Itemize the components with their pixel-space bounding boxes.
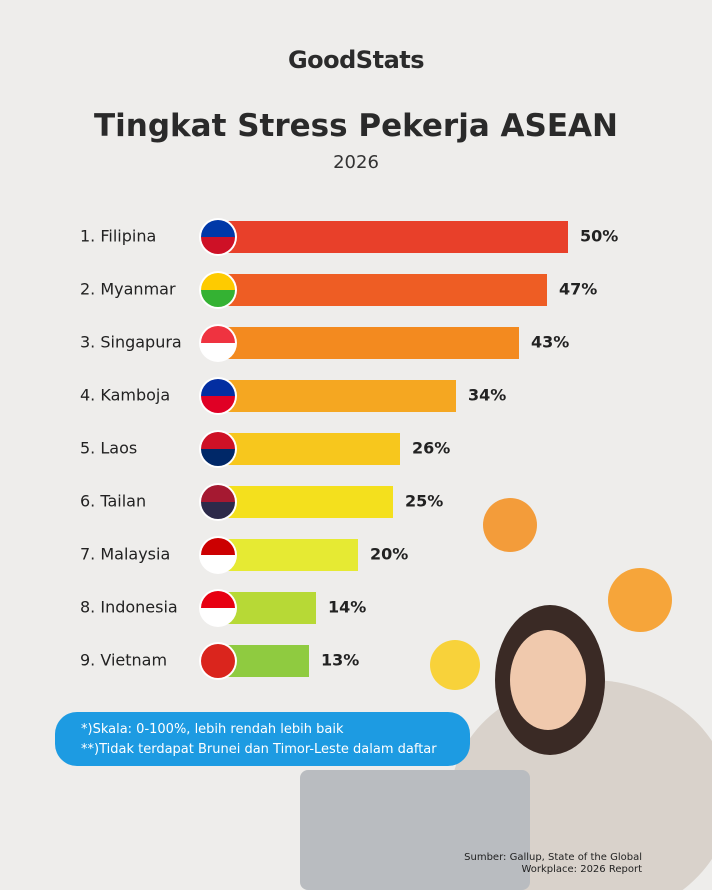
flag-bottom <box>201 343 235 360</box>
value-label: 25% <box>405 492 443 511</box>
person-face <box>510 630 586 730</box>
category-label: 5. Laos <box>80 439 137 458</box>
brand-logo: GoodStats <box>287 46 425 74</box>
notes-callout: *)Skala: 0-100%, lebih rendah lebih baik… <box>55 712 470 766</box>
flag-top <box>201 644 235 661</box>
category-label: 1. Filipina <box>80 227 156 246</box>
flag-bottom <box>201 502 235 519</box>
value-label: 20% <box>370 545 408 564</box>
value-label: 47% <box>559 280 597 299</box>
note: *)Skala: 0-100%, lebih rendah lebih baik <box>81 722 344 737</box>
flag-bottom <box>201 290 235 307</box>
category-label: 9. Vietnam <box>80 651 167 670</box>
bar <box>218 539 358 571</box>
laptop <box>300 770 530 890</box>
category-label: 2. Myanmar <box>80 280 176 299</box>
value-label: 13% <box>321 651 359 670</box>
flag-top <box>201 591 235 608</box>
category-label: 3. Singapura <box>80 333 182 352</box>
bar <box>218 327 519 359</box>
value-label: 26% <box>412 439 450 458</box>
source: Sumber: Gallup, State of the Global Work… <box>464 852 642 875</box>
flag-bottom <box>201 555 235 572</box>
flag-top <box>201 485 235 502</box>
bar <box>218 433 400 465</box>
flag-top <box>201 538 235 555</box>
category-label: 4. Kamboja <box>80 386 170 405</box>
bar <box>218 274 547 306</box>
flag-bottom <box>201 661 235 678</box>
emoji <box>483 498 537 552</box>
bar <box>218 380 456 412</box>
flag-top <box>201 432 235 449</box>
value-label: 34% <box>468 386 506 405</box>
value-label: 43% <box>531 333 569 352</box>
value-label: 14% <box>328 598 366 617</box>
flag-top <box>201 326 235 343</box>
emoji <box>608 568 672 632</box>
bar <box>218 221 568 253</box>
flag-top <box>201 273 235 290</box>
category-label: 8. Indonesia <box>80 598 178 617</box>
chart-subtitle: 2026 <box>333 152 379 173</box>
emoji <box>430 640 480 690</box>
flag-top <box>201 220 235 237</box>
flag-bottom <box>201 608 235 625</box>
note: **)Tidak terdapat Brunei dan Timor-Leste… <box>81 742 437 757</box>
bar <box>218 486 393 518</box>
flag-bottom <box>201 237 235 254</box>
flag-bottom <box>201 449 235 466</box>
flag-bottom <box>201 396 235 413</box>
chart-title: Tingkat Stress Pekerja ASEAN <box>94 108 618 144</box>
flag-top <box>201 379 235 396</box>
category-label: 7. Malaysia <box>80 545 170 564</box>
category-label: 6. Tailan <box>80 492 146 511</box>
value-label: 50% <box>580 227 618 246</box>
